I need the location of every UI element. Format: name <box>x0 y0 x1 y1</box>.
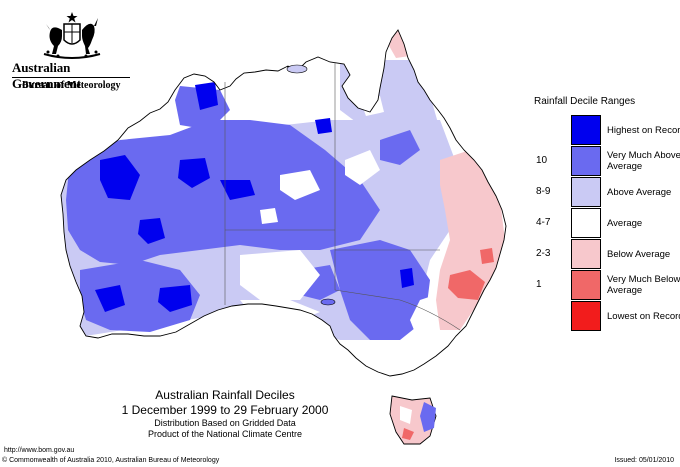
map-method-note: Distribution Based on Gridded Data <box>154 418 296 428</box>
legend-title: Rainfall Decile Ranges <box>534 96 636 107</box>
map-period: 1 December 1999 to 29 February 2000 <box>121 403 329 417</box>
legend-swatch-highest <box>571 115 601 145</box>
legend-range: 10 <box>536 155 548 166</box>
copyright-notice: © Commonwealth of Australia 2010, Austra… <box>2 457 220 464</box>
legend-item-below: 2-3 Below Average <box>536 239 676 270</box>
legend-range: 8-9 <box>536 186 551 197</box>
legend-item-very-much-above: 10 Very Much Above Average <box>536 146 680 177</box>
legend-range: 2-3 <box>536 248 551 259</box>
legend-swatch-lowest <box>571 301 601 331</box>
legend-range: 1 <box>536 279 542 290</box>
issued-date: Issued: 05/01/2010 <box>614 457 674 464</box>
legend-swatch-average <box>571 208 601 238</box>
legend-range: 4-7 <box>536 217 551 228</box>
melville-island <box>286 64 308 74</box>
kangaroo-island <box>320 298 336 306</box>
header-divider <box>12 77 130 78</box>
legend-label: Above Average <box>607 186 672 198</box>
legend-swatch-very-much-below <box>571 270 601 300</box>
legend-swatch-above <box>571 177 601 207</box>
legend-swatch-below <box>571 239 601 269</box>
legend-label: Very Much Above Average <box>607 150 680 172</box>
bureau-title: Bureau of Meteorology <box>22 80 121 91</box>
state-borders <box>224 62 461 331</box>
legend-label: Very Much Below Average <box>607 274 680 296</box>
tasmania <box>389 395 437 445</box>
legend-label: Average <box>607 217 643 229</box>
coat-of-arms-icon <box>43 12 101 59</box>
legend-item-average: 4-7 Average <box>536 208 676 239</box>
legend-label: Highest on Record <box>607 124 680 136</box>
decile-regions <box>61 30 505 345</box>
legend-label: Below Average <box>607 248 671 260</box>
legend-item-above: 8-9 Above Average <box>536 177 676 208</box>
legend-item-lowest: Lowest on Record <box>536 301 680 332</box>
website-link[interactable]: http://www.bom.gov.au <box>4 447 75 454</box>
legend-swatch-very-much-above <box>571 146 601 176</box>
map-title-block: Australian Rainfall Deciles 1 December 1… <box>95 388 355 440</box>
map-title: Australian Rainfall Deciles <box>155 388 295 402</box>
government-title: Australian Government <box>12 60 82 91</box>
legend-item-very-much-below: 1 Very Much Below Average <box>536 270 680 301</box>
map-producer-note: Product of the National Climate Centre <box>147 429 303 439</box>
legend-item-highest: Highest on Record <box>536 115 680 146</box>
legend-label: Lowest on Record <box>607 310 680 322</box>
